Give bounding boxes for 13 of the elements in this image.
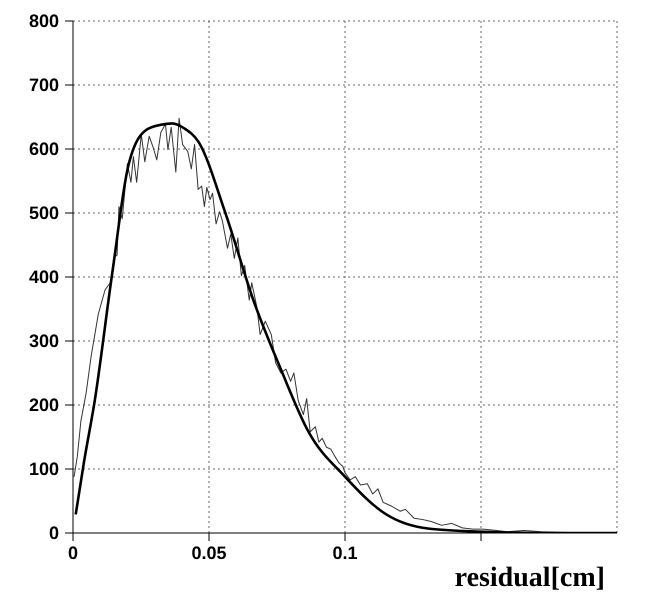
- y-tick-label: 300: [28, 331, 59, 351]
- x-tick-label: 0.05: [191, 543, 227, 563]
- x-tick-label: 0.1: [332, 543, 358, 563]
- y-tick-label: 700: [28, 75, 59, 95]
- y-tick-label: 100: [28, 459, 59, 479]
- y-tick-label: 500: [28, 203, 59, 223]
- y-tick-label: 0: [48, 523, 59, 543]
- y-tick-label: 800: [28, 11, 59, 31]
- x-tick-label: 0: [68, 543, 78, 563]
- x-axis-title: residual[cm]: [454, 562, 605, 593]
- y-tick-label: 400: [28, 267, 59, 287]
- y-tick-label: 600: [28, 139, 59, 159]
- y-tick-label: 200: [28, 395, 59, 415]
